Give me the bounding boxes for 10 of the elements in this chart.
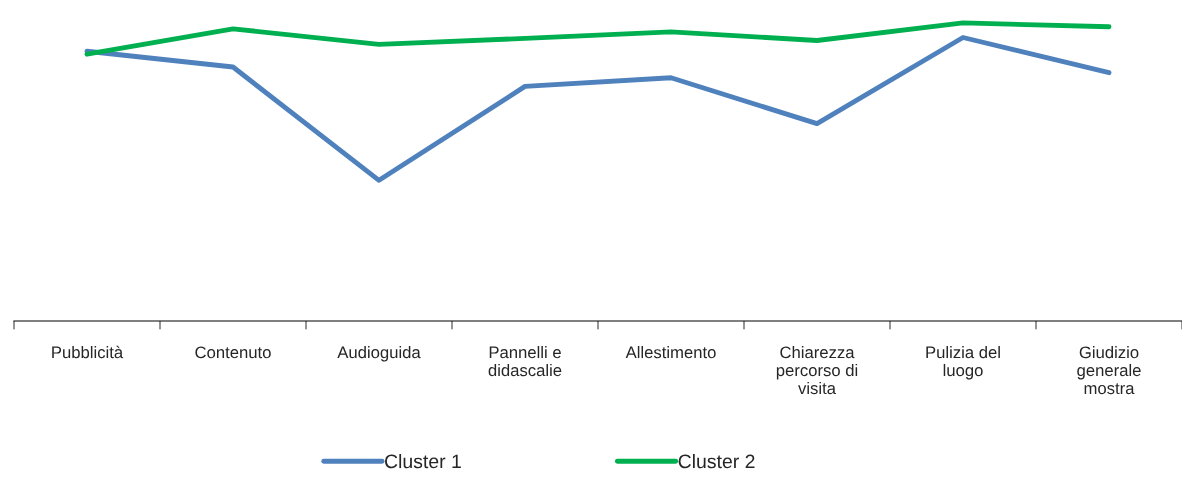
x-tick-label: Audioguida (337, 346, 421, 362)
legend-label: Cluster 2 (678, 453, 755, 469)
x-tick-label: Contenuto (195, 346, 271, 359)
x-tick-label: Allestimento (625, 346, 716, 359)
x-tick-label: Pulizia del luogo (926, 346, 1000, 380)
x-tick-label: Chiarezza percorso di visita (776, 346, 858, 395)
legend-label: Cluster 1 (385, 453, 461, 469)
x-tick-label: Pannelli e didascalie (488, 346, 562, 377)
x-tick-label: Giudizio generale mostra (1077, 346, 1141, 395)
x-tick-label: Pubblicità (52, 345, 124, 359)
